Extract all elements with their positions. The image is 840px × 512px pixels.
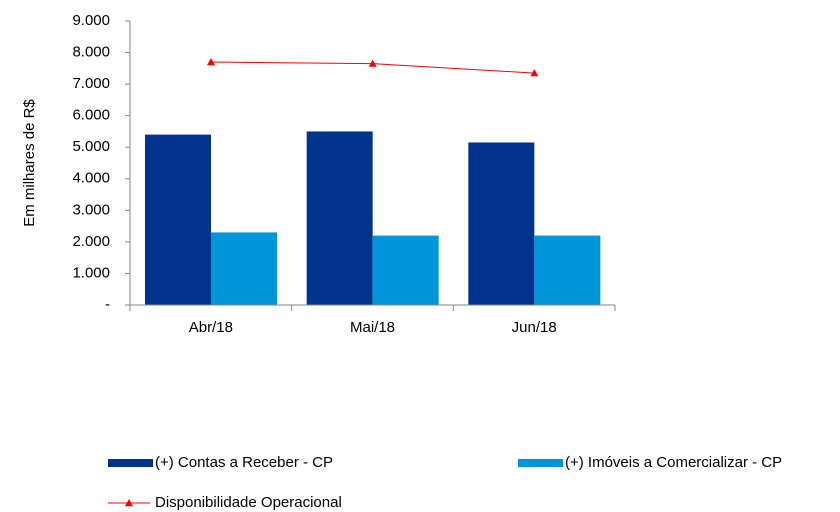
line-marker	[207, 58, 215, 66]
line-marker	[530, 69, 539, 77]
x-tick-label: Jun/18	[512, 319, 557, 336]
line-marker	[368, 59, 377, 67]
bar	[211, 232, 277, 305]
legend-label: (+) Imóveis a Comercializar - CP	[565, 454, 782, 471]
x-tick-label: Mai/18	[350, 319, 395, 336]
y-tick-label: 3.000	[72, 201, 110, 218]
bar	[306, 131, 373, 305]
y-tick-label: 4.000	[72, 170, 110, 187]
y-tick-label: 9.000	[72, 12, 110, 29]
y-tick-label: 6.000	[72, 107, 110, 124]
legend-swatch	[108, 459, 153, 467]
legend-swatch	[518, 459, 563, 467]
legend-label: (+) Contas a Receber - CP	[155, 454, 333, 471]
y-tick-label: 8.000	[72, 44, 110, 61]
bar	[468, 142, 535, 305]
bar	[145, 134, 211, 305]
bar	[372, 235, 439, 305]
x-tick-label: Abr/18	[189, 319, 233, 336]
bar	[534, 235, 601, 305]
y-tick-label: -	[105, 296, 110, 313]
legend-label: Disponibilidade Operacional	[155, 494, 342, 511]
legend-swatch	[125, 499, 133, 507]
y-tick-label: 5.000	[72, 138, 110, 155]
y-axis-label: Em milhares de R$	[21, 99, 38, 227]
y-tick-label: 7.000	[72, 75, 110, 92]
y-tick-label: 2.000	[72, 233, 110, 250]
y-tick-label: 1.000	[72, 264, 110, 281]
